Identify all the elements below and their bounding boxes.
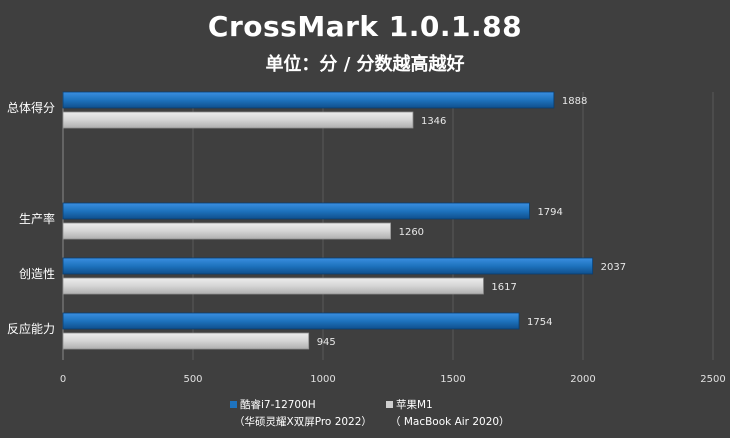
bar-1-2 bbox=[62, 277, 484, 295]
legend-label-1: 苹果M1 bbox=[396, 398, 433, 411]
bar-1-3 bbox=[62, 332, 310, 350]
tick-label-1: 500 bbox=[183, 374, 202, 385]
category-label-1: 生产率 bbox=[19, 211, 55, 226]
bar-0-0 bbox=[62, 91, 555, 109]
legend-label-0: 酷睿i7-12700H bbox=[240, 398, 316, 411]
chart-subtitle: 单位：分 / 分数越高越好 bbox=[265, 54, 465, 75]
legend: 酷睿i7-12700H （华硕灵耀X双屏Pro 2022） 苹果M1 （ MacBoo… bbox=[230, 398, 510, 428]
tick-label-3: 1500 bbox=[440, 374, 465, 385]
legend-swatch-0 bbox=[230, 401, 237, 408]
bar-1-1 bbox=[62, 222, 392, 240]
data-label-0-2: 2037 bbox=[601, 262, 626, 273]
tick-label-4: 2000 bbox=[570, 374, 595, 385]
tick-label-5: 2500 bbox=[700, 374, 725, 385]
bar-0-3 bbox=[62, 312, 520, 330]
data-label-0-0: 1888 bbox=[562, 96, 587, 107]
category-label-3: 反应能力 bbox=[7, 321, 55, 336]
tick-label-0: 0 bbox=[60, 374, 66, 385]
bar-0-1 bbox=[62, 202, 530, 220]
category-label-2: 创造性 bbox=[19, 267, 55, 281]
data-label-1-0: 1346 bbox=[421, 116, 446, 127]
labels: 0 500 1000 1500 2000 2500 总体得分 1888 1346 生产率 1794 1… bbox=[7, 96, 726, 385]
tick-label-2: 1000 bbox=[310, 374, 335, 385]
data-label-0-3: 1754 bbox=[527, 317, 552, 328]
category-label-0: 总体得分 bbox=[7, 100, 55, 115]
legend-sublabel-0: （华硕灵耀X双屏Pro 2022） bbox=[234, 415, 372, 428]
data-label-1-3: 945 bbox=[317, 337, 336, 348]
chart-title: CrossMark 1.0.1.88 bbox=[207, 10, 523, 43]
bars bbox=[62, 91, 594, 350]
data-label-1-2: 1617 bbox=[491, 282, 516, 293]
legend-sublabel-1: （ MacBook Air 2020） bbox=[390, 416, 510, 428]
data-label-1-1: 1260 bbox=[399, 227, 424, 238]
data-label-0-1: 1794 bbox=[537, 207, 562, 218]
legend-swatch-1 bbox=[386, 401, 393, 408]
bar-1-0 bbox=[62, 111, 414, 129]
bar-0-2 bbox=[62, 257, 594, 275]
